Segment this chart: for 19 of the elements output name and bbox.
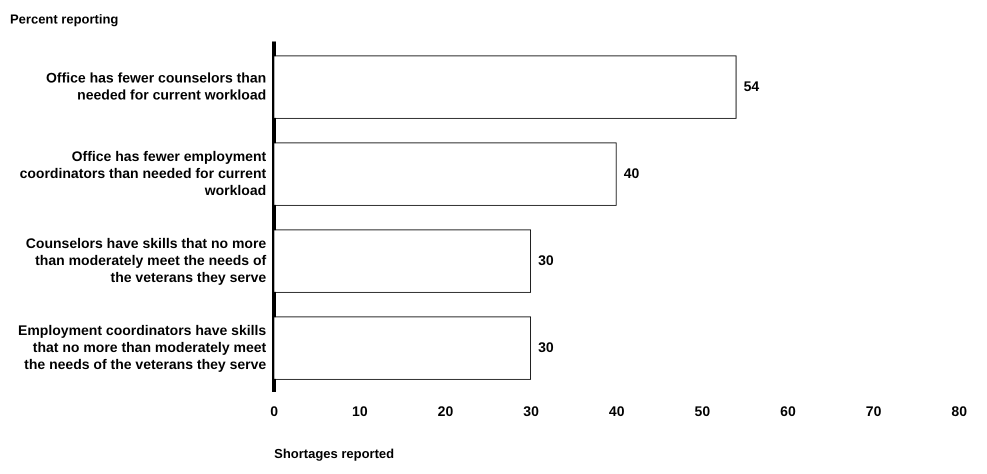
x-tick-label: 40 (608, 402, 625, 419)
text: Percent reporting (10, 11, 118, 26)
x-tick-label: 60 (780, 402, 796, 419)
x-tick-label: 80 (951, 402, 968, 419)
y-tick-label: Employment coordinators have skills that no more than moderately meet the needs of the veterans they serve (18, 322, 267, 372)
x-tick-label: 70 (866, 402, 882, 419)
data-label: 30 (538, 338, 554, 355)
data-label: 30 (538, 252, 554, 268)
y-tick-label: Office has fewer counselors than needed for current workload (46, 70, 266, 102)
x-tick-label: 10 (352, 402, 368, 419)
x-tick-label: 0 (270, 402, 278, 419)
y-tick-label: Counselors have skills that no more than moderately meet the needs of the veterans they serve (26, 235, 267, 285)
x-tick-label: 30 (523, 402, 540, 419)
y-tick-label: Office has fewer employment coordinators than needed for current workload (20, 148, 267, 198)
x-axis-title: Shortages reported (274, 446, 394, 461)
x-tick-label: 50 (694, 402, 710, 419)
data-label: 40 (624, 164, 640, 181)
data-label: 54 (744, 78, 760, 94)
x-tick-label: 20 (438, 402, 454, 419)
